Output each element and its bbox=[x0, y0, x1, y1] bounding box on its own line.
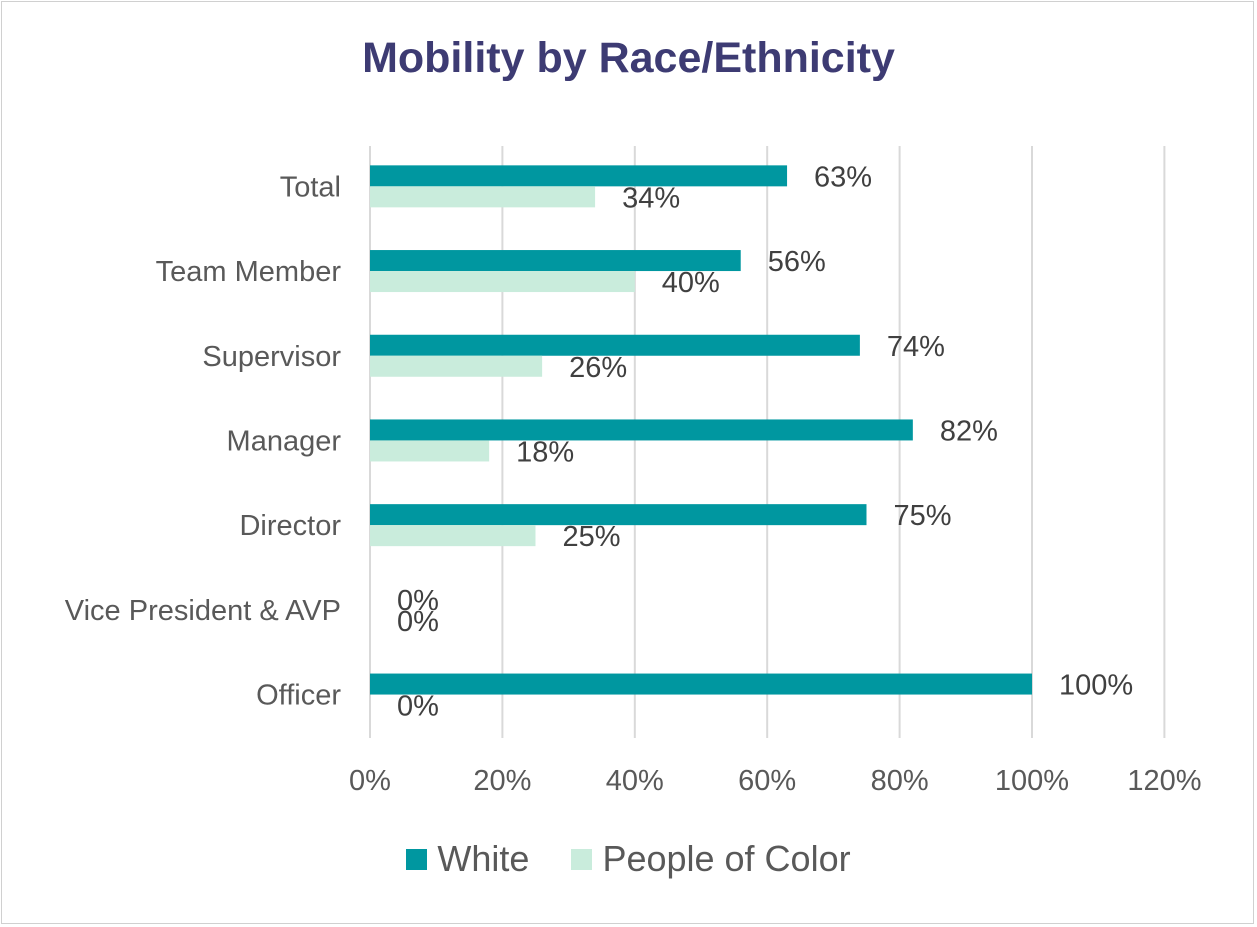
x-tick-label: 40% bbox=[606, 765, 664, 797]
category-label: Director bbox=[239, 510, 341, 542]
bar-white bbox=[370, 419, 913, 441]
data-label: 75% bbox=[894, 500, 952, 532]
legend-swatch-white bbox=[406, 848, 428, 870]
category-label: Team Member bbox=[156, 256, 342, 288]
data-label: 74% bbox=[887, 331, 945, 363]
legend-label-white: White bbox=[437, 838, 530, 879]
data-label: 0% bbox=[397, 691, 439, 723]
x-tick-label: 60% bbox=[738, 765, 796, 797]
category-label: Total bbox=[280, 171, 341, 203]
data-label: 100% bbox=[1059, 670, 1133, 702]
category-label: Vice President & AVP bbox=[65, 595, 341, 627]
x-tick-label: 120% bbox=[1127, 765, 1201, 797]
data-label: 25% bbox=[563, 521, 621, 553]
bar-people-of-color bbox=[370, 271, 635, 293]
bar-white bbox=[370, 165, 788, 187]
bar-white bbox=[370, 334, 860, 356]
legend-item-people-of-color: People of Color bbox=[571, 838, 851, 880]
bar-white bbox=[370, 504, 867, 526]
x-tick-label: 100% bbox=[995, 765, 1069, 797]
bar-people-of-color bbox=[370, 186, 596, 208]
bar-white bbox=[370, 673, 1032, 695]
data-label: 40% bbox=[662, 267, 720, 299]
category-label: Supervisor bbox=[202, 341, 341, 373]
chart-title: Mobility by Race/Ethnicity bbox=[362, 34, 895, 82]
bar-people-of-color bbox=[370, 440, 490, 462]
legend-swatch-people-of-color bbox=[571, 848, 593, 870]
category-label: Officer bbox=[256, 680, 341, 712]
data-label: 34% bbox=[622, 182, 680, 214]
bar-white bbox=[370, 250, 741, 272]
data-label: 56% bbox=[768, 246, 826, 278]
data-label: 82% bbox=[940, 415, 998, 447]
legend-label-people-of-color: People of Color bbox=[602, 838, 851, 879]
data-label: 0% bbox=[397, 585, 439, 617]
x-tick-label: 80% bbox=[871, 765, 929, 797]
data-label: 0% bbox=[397, 606, 439, 638]
bar-people-of-color bbox=[370, 525, 536, 547]
bar-people-of-color bbox=[370, 355, 543, 377]
data-label: 63% bbox=[814, 161, 872, 193]
category-label: Manager bbox=[227, 425, 342, 457]
data-label: 18% bbox=[516, 436, 574, 468]
legend-item-white: White bbox=[406, 838, 529, 880]
x-tick-label: 0% bbox=[349, 765, 391, 797]
chart-legend: White People of Color bbox=[0, 838, 1257, 880]
data-label: 26% bbox=[569, 352, 627, 384]
x-tick-label: 20% bbox=[473, 765, 531, 797]
